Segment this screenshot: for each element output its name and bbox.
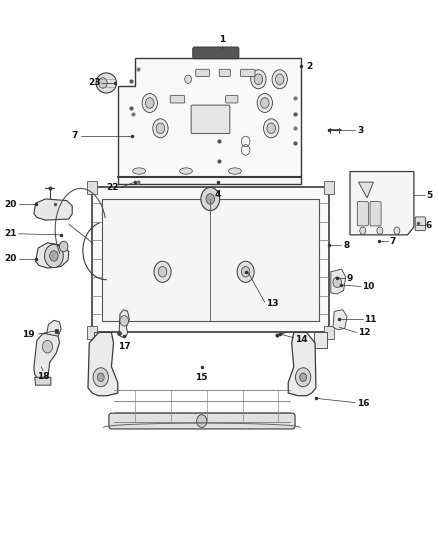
Circle shape (60, 241, 68, 252)
Circle shape (197, 415, 207, 427)
Text: 3: 3 (358, 126, 364, 135)
Polygon shape (47, 320, 61, 336)
Text: 7: 7 (389, 237, 396, 246)
FancyBboxPatch shape (370, 201, 381, 226)
Circle shape (394, 227, 400, 235)
Circle shape (201, 188, 219, 211)
Text: 12: 12 (358, 328, 370, 337)
Bar (94, 333, 107, 348)
Text: 20: 20 (4, 254, 17, 263)
Ellipse shape (229, 168, 241, 174)
Text: 1: 1 (219, 36, 225, 44)
Circle shape (142, 93, 157, 112)
Text: 18: 18 (37, 372, 49, 381)
Text: 17: 17 (118, 342, 131, 351)
Circle shape (97, 373, 104, 382)
Text: 21: 21 (4, 229, 17, 238)
FancyBboxPatch shape (196, 69, 209, 77)
Polygon shape (288, 333, 316, 395)
Polygon shape (34, 333, 60, 380)
Circle shape (158, 266, 167, 277)
Circle shape (99, 78, 107, 88)
Polygon shape (350, 172, 414, 235)
FancyBboxPatch shape (415, 217, 425, 231)
Polygon shape (35, 377, 51, 385)
Text: 8: 8 (343, 241, 350, 250)
Text: 4: 4 (215, 190, 221, 199)
FancyBboxPatch shape (109, 413, 295, 429)
Ellipse shape (133, 168, 145, 174)
Text: 13: 13 (266, 299, 278, 308)
Bar (102, 199, 319, 321)
Circle shape (360, 227, 366, 235)
Circle shape (49, 251, 58, 261)
Circle shape (333, 277, 342, 288)
Ellipse shape (180, 168, 192, 174)
Circle shape (272, 70, 287, 89)
Circle shape (251, 70, 266, 89)
FancyBboxPatch shape (226, 95, 238, 103)
Text: 6: 6 (426, 221, 432, 230)
Circle shape (276, 74, 284, 85)
Polygon shape (35, 243, 69, 268)
Ellipse shape (96, 73, 117, 93)
Polygon shape (118, 58, 301, 184)
Circle shape (261, 98, 269, 108)
Bar (92, 188, 328, 333)
FancyBboxPatch shape (191, 105, 230, 134)
Circle shape (154, 261, 171, 282)
Circle shape (156, 123, 165, 134)
Circle shape (237, 261, 254, 282)
Bar (314, 333, 327, 348)
FancyBboxPatch shape (240, 69, 255, 77)
Text: 2: 2 (307, 62, 313, 70)
Polygon shape (34, 199, 72, 220)
Text: 10: 10 (362, 282, 374, 291)
Text: 23: 23 (88, 78, 101, 87)
FancyBboxPatch shape (219, 69, 230, 77)
Text: 22: 22 (106, 183, 119, 192)
Circle shape (267, 123, 276, 134)
FancyBboxPatch shape (170, 95, 185, 103)
Text: 9: 9 (346, 273, 353, 282)
Circle shape (93, 368, 109, 387)
Text: 11: 11 (364, 315, 377, 324)
Text: 19: 19 (22, 329, 35, 338)
Circle shape (145, 98, 154, 108)
Text: 15: 15 (195, 373, 208, 382)
Circle shape (257, 93, 272, 112)
Polygon shape (359, 182, 374, 198)
Circle shape (120, 316, 128, 326)
Circle shape (300, 373, 307, 382)
Bar (324, 326, 334, 339)
Circle shape (45, 244, 63, 268)
Circle shape (377, 227, 383, 235)
Circle shape (206, 193, 215, 204)
FancyBboxPatch shape (357, 201, 368, 226)
Bar (87, 181, 97, 193)
Bar (55, 329, 58, 333)
Bar (324, 181, 334, 193)
Text: 7: 7 (71, 131, 78, 140)
Circle shape (296, 368, 311, 387)
Circle shape (241, 266, 250, 277)
Text: 16: 16 (357, 399, 369, 408)
Circle shape (254, 74, 263, 85)
Text: 20: 20 (4, 200, 17, 209)
Circle shape (185, 75, 191, 84)
FancyBboxPatch shape (193, 47, 239, 59)
Polygon shape (333, 310, 347, 330)
Polygon shape (88, 333, 118, 395)
Bar (87, 326, 97, 339)
Circle shape (153, 119, 168, 138)
Circle shape (264, 119, 279, 138)
Polygon shape (119, 310, 129, 337)
Text: 5: 5 (426, 191, 432, 200)
Polygon shape (331, 269, 346, 294)
Text: 14: 14 (296, 335, 308, 344)
Circle shape (42, 341, 53, 353)
